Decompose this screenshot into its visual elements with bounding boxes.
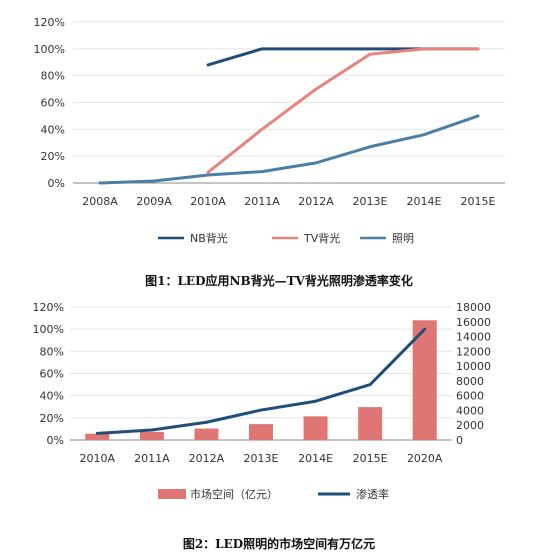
bar — [358, 407, 383, 440]
x-tick-label: 2010A — [190, 195, 226, 208]
right-y-tick-label: 0 — [456, 434, 463, 447]
y-tick-label: 60% — [41, 97, 65, 110]
x-tick-label: 2011A — [244, 195, 280, 208]
right-y-tick-label: 8000 — [456, 375, 484, 388]
left-y-tick-label: 80% — [40, 345, 64, 358]
right-y-tick-label: 2000 — [456, 419, 484, 432]
bar — [249, 424, 273, 440]
right-y-tick-label: 12000 — [456, 345, 491, 358]
legend-label: 照明 — [392, 232, 414, 245]
x-tick-label: 2015E — [353, 452, 388, 465]
legend-label: 市场空间（亿元） — [190, 487, 278, 501]
left-y-tick-label: 40% — [40, 390, 64, 403]
left-y-tick-label: 100% — [33, 323, 64, 336]
x-tick-label: 2011A — [134, 452, 170, 465]
chart-2-legend: 市场空间（亿元） 渗透率 — [158, 487, 389, 501]
x-tick-label: 2020A — [407, 452, 443, 465]
series-line-3 — [98, 114, 480, 185]
x-tick-label: 2015E — [461, 195, 496, 208]
x-tick-label: 2012A — [189, 452, 225, 465]
right-y-tick-label: 18000 — [456, 301, 491, 314]
y-tick-label: 40% — [41, 123, 65, 136]
bar — [139, 431, 164, 440]
bar — [412, 320, 437, 440]
legend-label: 渗透率 — [356, 487, 389, 501]
left-y-tick-label: 120% — [33, 301, 64, 314]
chart-1-x-axis-labels: 2008A 2009A 2010A 2011A 2012A 2013E 2014E 2015E — [82, 195, 495, 208]
left-y-tick-label: 60% — [40, 368, 64, 381]
chart-1: 0%20%40%60%80%100%120% 2008A 2009A 2010A 20… — [34, 16, 505, 288]
legend-label: NB背光 — [190, 231, 228, 245]
y-tick-label: 0% — [48, 177, 65, 190]
chart-2-caption: 图2：LED照明的市场空间有万亿元 — [183, 536, 375, 551]
chart-2-gridlines — [70, 306, 452, 419]
y-tick-label: 100% — [34, 43, 65, 56]
legend-swatch — [158, 489, 186, 499]
y-tick-label: 120% — [34, 16, 65, 29]
chart-1-gridlines — [73, 21, 505, 157]
x-tick-label: 2008A — [82, 195, 118, 208]
x-tick-label: 2014E — [298, 452, 333, 465]
chart-2-x-axis-labels: 2010A 2011A 2012A 2013E 2014E 2015E 2020A — [80, 452, 443, 465]
right-y-tick-label: 6000 — [456, 390, 484, 403]
chart-2-left-y-axis-labels: 0% 20% 40% 60% 80% 100% 120% — [33, 301, 64, 447]
y-tick-label: 20% — [41, 150, 65, 163]
x-tick-label: 2013E — [353, 195, 388, 208]
chart-1-series — [98, 47, 480, 185]
chart-1-caption: 图1：LED应用NB背光—TV背光照明渗透率变化 — [145, 273, 413, 288]
chart-1-y-axis-labels: 0% 20% 40% 60% 80% 100% 120% — [34, 16, 65, 190]
right-y-tick-label: 4000 — [456, 404, 484, 417]
chart-2-bars — [85, 320, 437, 440]
right-y-tick-label: 10000 — [456, 360, 491, 373]
x-tick-label: 2014E — [407, 195, 442, 208]
left-y-tick-label: 0% — [47, 434, 64, 447]
left-y-tick-label: 20% — [40, 412, 64, 425]
right-y-tick-label: 14000 — [456, 331, 491, 344]
chart-1-legend: NB背光 TV背光 照明 — [158, 231, 414, 245]
x-tick-label: 2010A — [80, 452, 116, 465]
x-tick-label: 2013E — [244, 452, 279, 465]
legend-label: TV背光 — [303, 231, 340, 245]
x-tick-label: 2009A — [136, 195, 172, 208]
right-y-tick-label: 16000 — [456, 316, 491, 329]
bar — [194, 428, 219, 440]
chart-2-line-series — [95, 327, 427, 435]
bar — [303, 416, 328, 440]
x-tick-label: 2012A — [298, 195, 334, 208]
y-tick-label: 80% — [41, 70, 65, 83]
penetration-line — [95, 327, 427, 435]
bar — [85, 433, 110, 440]
series-line-2 — [206, 47, 480, 174]
series-line-1 — [206, 47, 480, 67]
